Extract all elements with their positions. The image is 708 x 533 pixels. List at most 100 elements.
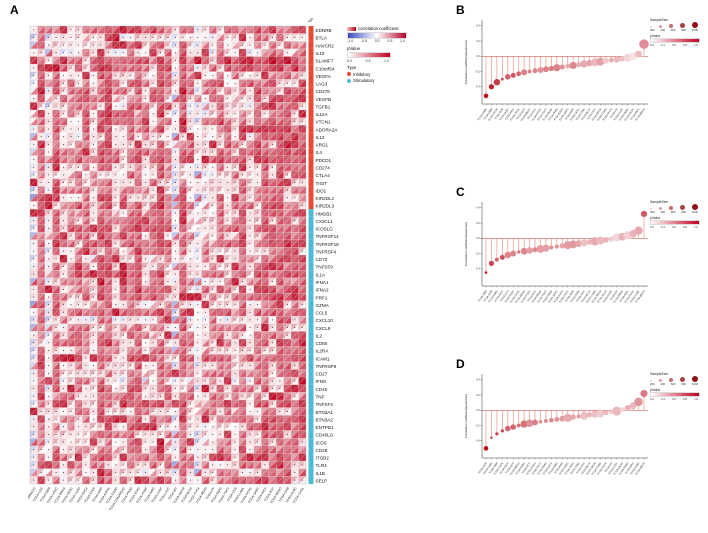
data-point — [510, 72, 516, 78]
inhibitory-dot-icon — [347, 72, 351, 76]
pvalue-tick: 0.2 — [650, 43, 654, 47]
pvalue-tick: 0.2 — [650, 397, 654, 401]
y-tick-label: -0.2 — [475, 423, 480, 427]
pvalue-legend-title: pValue — [347, 45, 361, 51]
gene-label: IL2RA — [316, 349, 330, 354]
gene-label: CX3CL1 — [316, 219, 334, 224]
gene-label: EDNRB — [316, 28, 332, 33]
x-tick-label: TCGA-THCA — [597, 462, 608, 476]
size-value: 200 — [650, 210, 655, 214]
gene-label: SELP — [316, 478, 328, 483]
data-point — [613, 55, 621, 63]
x-tick-label: TCGA-BLCA — [581, 462, 592, 476]
x-tick-label: TCGA-TGCT — [531, 461, 542, 475]
x-tick-label: TCGA-LIHC — [576, 290, 586, 303]
size-dot-icon — [692, 22, 698, 28]
data-point — [602, 57, 609, 64]
x-tick-label: TCGA-KIRC — [625, 462, 635, 475]
x-tick-label: TCGA-PAAD — [542, 290, 553, 304]
gene-label: IL12A — [316, 112, 329, 117]
x-tick-label: TCGA-KIRC — [630, 108, 640, 121]
gene-label: ENTPD1 — [316, 425, 335, 430]
type-legend-title: Type — [347, 65, 357, 70]
x-tick-label: TCGA-BRCA — [635, 108, 646, 122]
stimulatory-label: Stimulatory — [353, 78, 375, 83]
gene-label: CD274 — [316, 166, 331, 171]
x-tick-label: TCGA-COAD — [591, 462, 602, 476]
x-tick-label: TCGA-OV — [610, 290, 619, 301]
corr-legend-title: correlation coefficient — [358, 26, 399, 31]
gene-label: HMGB1 — [316, 211, 333, 216]
gene-label: ITGB2 — [316, 456, 330, 461]
x-tick-label: TCGA-DLBC — [504, 290, 515, 304]
x-tick-label: TCGA-DLBC — [499, 108, 510, 122]
gene-label: IFNG — [316, 379, 327, 384]
x-tick-label: TCGA-READ — [531, 290, 542, 304]
pvalue-gradient-bar — [650, 392, 700, 397]
stimulatory-dot-icon — [347, 78, 351, 83]
data-point — [569, 240, 578, 249]
data-point — [532, 419, 538, 426]
gene-labels: EDNRB BTLA HAVCR2 IL10 SLAMF7 C10orf54 VEGFA LA… — [316, 28, 340, 483]
gene-label: LAG3 — [316, 82, 328, 87]
gene-label: TLR4 — [316, 463, 328, 468]
gene-label: IL1A — [316, 272, 326, 277]
x-tick-label: TCGA-KIRC — [619, 290, 629, 303]
pvalue-legend-title: pValue — [650, 33, 661, 38]
gene-label: BTLA — [316, 36, 328, 41]
size-dot-icon — [659, 25, 662, 28]
x-tick-label: TCGA-UVM — [483, 290, 493, 303]
x-tick-label: TCGA-BRCA — [635, 290, 646, 304]
size-value: 1000 — [691, 28, 698, 32]
samplesize-legend-values: 200 400 600 800 1000 — [650, 28, 698, 32]
column-labels: TCGA-GBMLGGTCGA-LGGTCGA-GBMTCGA-UCECTCGA… — [28, 486, 305, 512]
x-tick-label: TCGA-ACC — [527, 290, 537, 303]
gene-label: TNFSF4 — [316, 402, 334, 407]
gene-label: TNFRSF14 — [316, 234, 340, 239]
gene-label: TNFSF9 — [316, 265, 334, 270]
data-point — [517, 250, 521, 254]
data-point — [504, 251, 512, 259]
gene-label: BTN3A2 — [316, 417, 334, 422]
size-value: 800 — [681, 382, 686, 386]
size-value: 200 — [650, 28, 655, 32]
gene-label: ARG1 — [316, 143, 329, 148]
x-tick-label: TCGA-SKCM — [591, 290, 602, 304]
x-tick-label: TCGA-CESC — [559, 290, 570, 304]
x-tick-label: TCGA-PCPG — [531, 108, 542, 122]
x-tick-label: TCGA-PAAD — [548, 108, 559, 122]
pvalue-tick: 1.0 — [694, 225, 698, 229]
panel-b-lollipop-chart: 0.4 0.2 0.0 -0.2 -0.4 Correlation coefficient… — [464, 20, 649, 122]
data-point — [554, 416, 560, 422]
x-tick-label: TCGA-HNSC — [624, 290, 635, 304]
x-tick-label: TCGA-THCA — [597, 290, 608, 304]
size-value: 800 — [681, 210, 686, 214]
corr-tick: -0.5 — [360, 39, 368, 43]
pvalue-tick: 0.8 — [683, 397, 687, 401]
heatmap-border — [29, 25, 307, 485]
pvalue-tick: 0.4 — [661, 43, 665, 47]
pvalue-gradient-bar — [650, 220, 700, 225]
x-tick-label: TCGA-GBM — [478, 290, 488, 303]
data-point — [510, 424, 517, 430]
gene-label: HAVCR2 — [316, 43, 335, 48]
data-point — [549, 245, 554, 250]
x-tick-label: TCGA-KIRP — [565, 290, 575, 303]
data-point — [526, 247, 533, 254]
data-point — [549, 417, 554, 423]
x-tick-label: TCGA-SARC — [559, 462, 570, 476]
y-tick-label: -0.4 — [475, 439, 480, 443]
data-point — [639, 39, 649, 49]
gene-label: BTN3A1 — [316, 410, 334, 415]
gene-label: C10orf54 — [316, 66, 335, 71]
pvalue-tick: 0.0 — [347, 58, 352, 63]
x-tick-label: TCGA-CESC — [564, 462, 575, 476]
data-point — [542, 66, 549, 73]
corr-tick: -1.0 — [347, 39, 354, 43]
type-legend-item-inhibitory: Inhibitory — [347, 72, 447, 77]
gene-label: CD27 — [316, 372, 328, 377]
x-tick-label: TCGA-KIRP — [554, 462, 564, 475]
y-tick-label: -0.2 — [475, 69, 480, 73]
